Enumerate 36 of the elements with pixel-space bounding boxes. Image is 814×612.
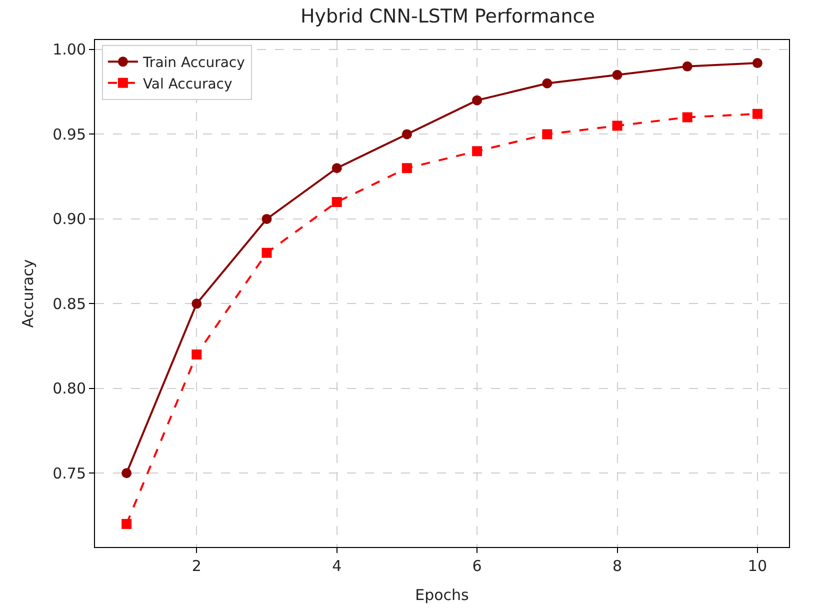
point <box>192 350 202 360</box>
x-tick-label: 4 <box>332 557 342 575</box>
point <box>682 112 692 122</box>
legend-label: Val Accuracy <box>142 76 232 92</box>
point <box>192 298 202 309</box>
y-tick-label: 0.85 <box>52 294 86 313</box>
point <box>262 248 272 258</box>
point <box>122 518 132 529</box>
y-axis-title: Accuracy <box>18 259 37 328</box>
point <box>682 61 692 72</box>
point <box>472 146 482 156</box>
point <box>752 58 762 68</box>
point <box>542 129 552 140</box>
point <box>262 214 272 224</box>
x-tick-label: 6 <box>472 557 482 575</box>
x-tick-label: 8 <box>612 557 622 575</box>
x-tick-label: 10 <box>748 557 767 575</box>
point <box>612 120 622 131</box>
x-axis-title: Epochs <box>415 586 470 604</box>
y-tick-label: 1.00 <box>52 40 86 59</box>
y-tick-label: 0.80 <box>52 380 86 398</box>
legend-label: Train Accuracy <box>142 55 245 72</box>
point <box>332 163 342 174</box>
y-tick-label: 0.95 <box>52 125 86 144</box>
point <box>542 78 552 88</box>
x-tick-label: 2 <box>192 557 202 575</box>
y-tick-label: 0.75 <box>52 464 86 482</box>
point <box>612 70 622 80</box>
point <box>402 129 412 140</box>
point <box>402 163 412 174</box>
chart-title: Hybrid CNN-LSTM Performance <box>300 5 595 28</box>
point <box>122 468 132 478</box>
point <box>472 95 482 106</box>
point <box>332 197 342 207</box>
point <box>752 108 762 119</box>
y-tick-label: 0.90 <box>52 210 86 228</box>
